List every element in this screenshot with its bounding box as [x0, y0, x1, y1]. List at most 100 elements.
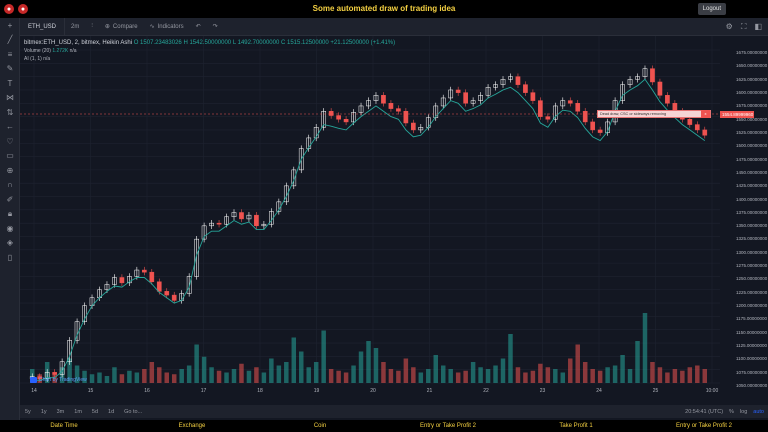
volume-bar — [702, 369, 708, 383]
price-tick: 1525.00000000 — [736, 129, 768, 135]
candle-body — [358, 105, 364, 113]
camera-icon[interactable]: ◧ — [754, 21, 762, 31]
tab-exchange[interactable]: Exchange — [178, 423, 206, 429]
range-1m[interactable]: 1m — [74, 408, 82, 415]
price-tick: 1250.00000000 — [736, 276, 768, 282]
candle-body — [186, 276, 192, 294]
legend-low: L 1492.70000000 — [232, 40, 280, 46]
range-1d[interactable]: 1d — [108, 408, 115, 415]
settings-icon[interactable]: ● — [18, 4, 28, 14]
heart-icon[interactable]: ♡ — [6, 136, 14, 146]
volume-bar — [530, 370, 536, 383]
time-tick: 15 — [88, 388, 94, 394]
symbol-search[interactable]: ETH_USD — [20, 17, 66, 36]
back-arrow-icon[interactable]: ← — [6, 122, 14, 132]
range-1y[interactable]: 1y — [40, 408, 47, 415]
tab-date-time[interactable]: Date Time — [50, 423, 78, 429]
volume-bar — [112, 367, 117, 383]
volume-bar — [500, 358, 506, 383]
tab-tp1[interactable]: Take Profit 1 — [559, 423, 593, 429]
volume-bar — [373, 348, 379, 383]
time-tick: 16 — [144, 388, 150, 394]
tab-coin[interactable]: Coin — [313, 423, 327, 429]
user-icon[interactable]: ● — [4, 4, 14, 14]
volume-bar — [209, 367, 214, 383]
logout-button[interactable]: Logout — [697, 3, 726, 15]
price-axis[interactable]: 1675.00000000 1650.00000000 1625.00000000 1… — [720, 36, 768, 394]
candle-body — [283, 185, 289, 203]
tab-entry-tp2[interactable]: Entry or Take Profit 2 — [420, 423, 476, 429]
volume-label[interactable]: Volume (20) — [24, 48, 51, 54]
candle-body — [328, 111, 334, 116]
lock-icon[interactable]: 🔒︎ — [7, 208, 13, 218]
eye-icon[interactable]: ◉ — [6, 223, 14, 233]
ruler-icon[interactable]: ▭ — [6, 151, 14, 161]
trash-icon[interactable]: ▯ — [7, 252, 13, 262]
volume-bar — [455, 372, 461, 383]
trendline-icon[interactable]: ╱ — [7, 35, 13, 45]
range-3m[interactable]: 3m — [56, 408, 65, 415]
text-icon[interactable]: T — [7, 78, 13, 88]
layers-icon[interactable]: ◈ — [6, 238, 14, 248]
redo-icon[interactable]: ↷ — [212, 24, 218, 30]
lock-draw-icon[interactable]: ✐ — [6, 194, 14, 204]
tradingview-logo[interactable]: Chart by TradingView — [30, 377, 87, 383]
volume-bar — [291, 337, 297, 383]
chart-style-icon[interactable]: ⫶ — [91, 23, 93, 29]
gear-icon[interactable]: ⚙ — [725, 21, 733, 31]
candle-body — [702, 129, 708, 136]
volume-bar — [254, 367, 259, 383]
tab-entry-tp2-b[interactable]: Entry or Take Profit 2 — [676, 423, 732, 429]
volume-bar — [635, 341, 640, 383]
candle-body — [493, 84, 498, 88]
percent-toggle[interactable]: % — [729, 408, 734, 415]
volume-bar — [493, 365, 498, 383]
candle-body — [552, 105, 558, 120]
candle-body — [224, 216, 229, 225]
range-5d[interactable]: 5d — [91, 408, 99, 415]
volume-bar — [276, 365, 282, 383]
crosshair-icon[interactable]: + — [7, 20, 13, 30]
magnet-icon[interactable]: ∩ — [7, 180, 13, 190]
volume-bar — [67, 358, 72, 383]
brush-icon[interactable]: ✎ — [6, 64, 14, 74]
candle-body — [194, 238, 199, 277]
volume-bar — [508, 334, 513, 383]
undo-icon[interactable]: ↶ — [195, 24, 201, 30]
legend-close: C 1515.12500000 — [281, 40, 329, 46]
interval-button[interactable]: 2m — [71, 23, 80, 30]
price-tick: 1500.00000000 — [736, 143, 768, 149]
compare-label: Compare — [112, 23, 138, 30]
zoom-icon[interactable]: ⊕ — [6, 165, 14, 175]
goto-button[interactable]: Go to... — [124, 408, 143, 415]
candle-body — [403, 111, 409, 124]
range-5y[interactable]: 5y — [25, 408, 31, 415]
volume-bar — [612, 365, 618, 383]
candle-body — [575, 103, 581, 112]
prediction-icon[interactable]: ⇅ — [6, 107, 14, 117]
price-chart[interactable]: 14 15 16 17 18 19 20 21 22 23 24 25 10:00 — [20, 36, 720, 394]
trade-idea-popup[interactable]: Dead draw, CSC or sideways removing x — [597, 110, 711, 118]
volume-bar — [597, 370, 603, 383]
time-tick: 10:00 — [706, 388, 719, 394]
candle-body — [463, 92, 468, 104]
close-icon[interactable]: x — [701, 110, 710, 118]
candle-body — [52, 372, 58, 375]
footer-tabs: Date Time Exchange Coin Entry or Take Pr… — [0, 420, 768, 432]
volume-bar — [328, 369, 334, 383]
candle-body — [209, 222, 214, 227]
indicators-button[interactable]: ∿ Indicators — [144, 23, 190, 31]
volume-bar — [396, 370, 401, 383]
chart-header-toolbar: ETH_USD 2m ⫶ ⊕ Compare ∿ Indicators ↶ ↷ ⚙ … — [20, 17, 768, 36]
pattern-icon[interactable]: ⋈ — [6, 93, 14, 103]
candle-body — [642, 68, 648, 77]
volume-bar — [485, 369, 491, 383]
horizontal-line-icon[interactable]: ≡ — [7, 49, 13, 59]
ai-label[interactable]: AI (1, 1) — [24, 56, 42, 62]
price-tick: 1100.00000000 — [736, 356, 767, 362]
log-toggle[interactable]: log — [739, 408, 748, 415]
fullscreen-icon[interactable]: ⛶ — [740, 21, 747, 31]
legend-change: +21.12500000 (+1.41%) — [330, 40, 396, 46]
compare-button[interactable]: ⊕ Compare — [99, 23, 144, 31]
auto-toggle[interactable]: auto — [753, 408, 764, 415]
